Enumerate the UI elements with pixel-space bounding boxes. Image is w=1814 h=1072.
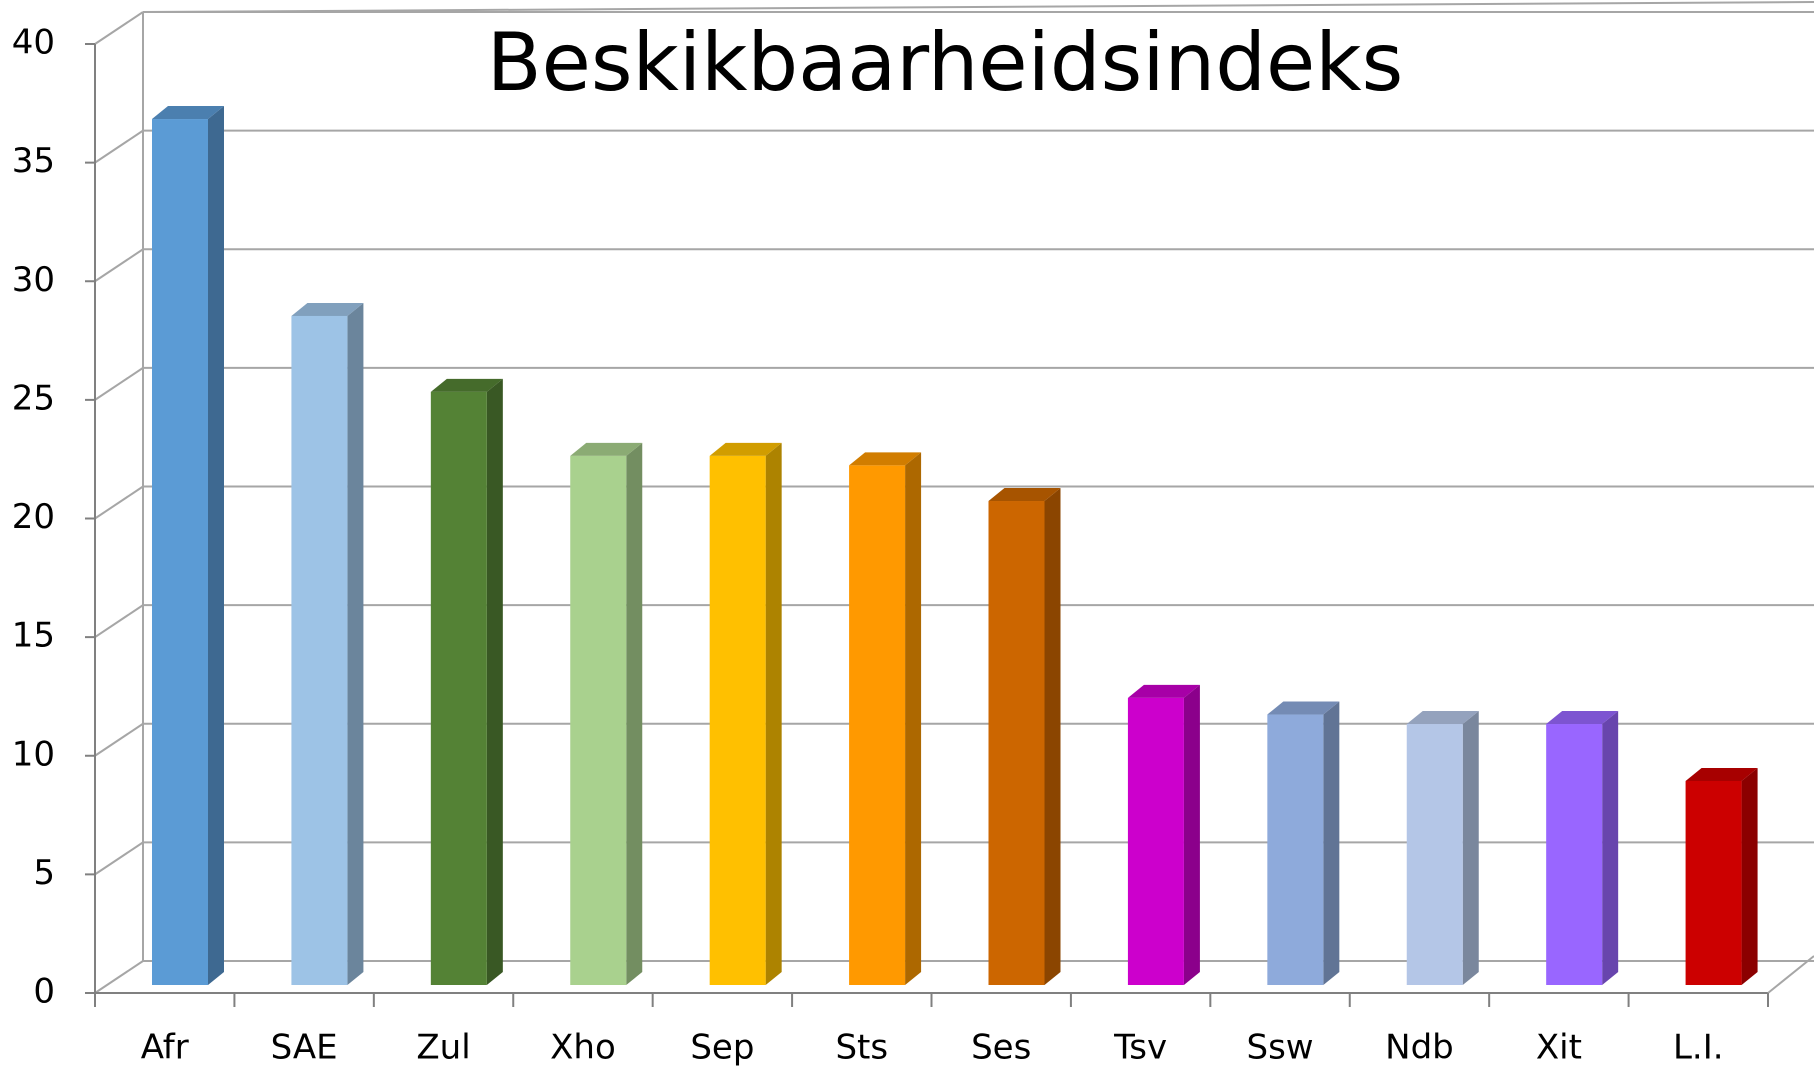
bar-side [1741, 767, 1758, 985]
bar-side [905, 452, 922, 985]
x-tick-label: Tsv [1113, 1028, 1167, 1068]
bar-top [1127, 684, 1200, 698]
grid-line-side [94, 604, 144, 638]
bar-top [570, 442, 643, 456]
bar [1267, 714, 1324, 985]
bar-side [1183, 684, 1200, 985]
bar-side [208, 106, 224, 986]
y-tick-label: 10 [12, 734, 55, 774]
bar [291, 315, 348, 986]
x-tick-label: Ssw [1246, 1028, 1313, 1068]
x-tick-label: SAE [271, 1028, 338, 1068]
bar-side [1462, 711, 1479, 985]
x-tick-label: Sep [690, 1028, 754, 1068]
bar [1406, 724, 1463, 985]
y-tick-label: 15 [12, 616, 55, 656]
grid-line-side [94, 960, 144, 994]
bar-top [849, 452, 922, 466]
bar-top [152, 106, 224, 120]
grid-line-side [94, 841, 144, 876]
x-tick-label: Xho [550, 1028, 616, 1068]
bar [1546, 724, 1603, 985]
bar-top [430, 378, 503, 392]
grid-line-side [94, 11, 144, 45]
x-tick-label: Zul [416, 1028, 470, 1068]
bar-top [1546, 711, 1619, 725]
bar-side [626, 442, 643, 985]
y-tick-label: 40 [12, 23, 55, 63]
bar-side [486, 378, 503, 985]
y-tick-label: 5 [33, 853, 55, 893]
bar-side [347, 302, 364, 986]
y-tick-label: 35 [12, 141, 55, 181]
y-tick-label: 30 [12, 260, 55, 300]
x-tick-label: Ndb [1385, 1028, 1454, 1068]
bar [988, 501, 1045, 985]
bar [1685, 780, 1742, 985]
grid-line-side [94, 722, 144, 757]
bar-top [1406, 711, 1479, 725]
chart-title: Beskikbaarheidsindeks [487, 16, 1404, 109]
grid-line-side [94, 248, 144, 283]
x-tick-label: L.I. [1673, 1028, 1724, 1068]
y-tick-label: 0 [33, 972, 55, 1012]
x-tick-label: Xit [1536, 1028, 1582, 1068]
bar-top [1685, 767, 1758, 781]
grid-line-side [94, 367, 144, 401]
bar-side [1323, 701, 1340, 985]
x-tick-label: Afr [141, 1028, 189, 1068]
bar-top [988, 488, 1061, 502]
bar-top [709, 442, 782, 456]
bar [1127, 697, 1184, 985]
bar-top [291, 302, 364, 316]
y-tick-label: 25 [12, 378, 55, 418]
grid-line-side [94, 485, 144, 520]
bar [709, 455, 766, 985]
bar [849, 465, 906, 985]
bar-top [1267, 701, 1340, 715]
grid-line-side [94, 129, 144, 164]
floor-right [1767, 955, 1814, 994]
bar [430, 391, 487, 985]
x-tick-label: Ses [971, 1028, 1031, 1068]
bar-side [1602, 711, 1619, 985]
y-tick-label: 20 [12, 497, 55, 537]
bar [570, 455, 627, 985]
bar-side [765, 442, 782, 985]
x-tick-label: Sts [835, 1028, 888, 1068]
bar-side [1044, 488, 1061, 985]
back-wall-edge [142, 1, 1814, 13]
bar [152, 119, 208, 986]
